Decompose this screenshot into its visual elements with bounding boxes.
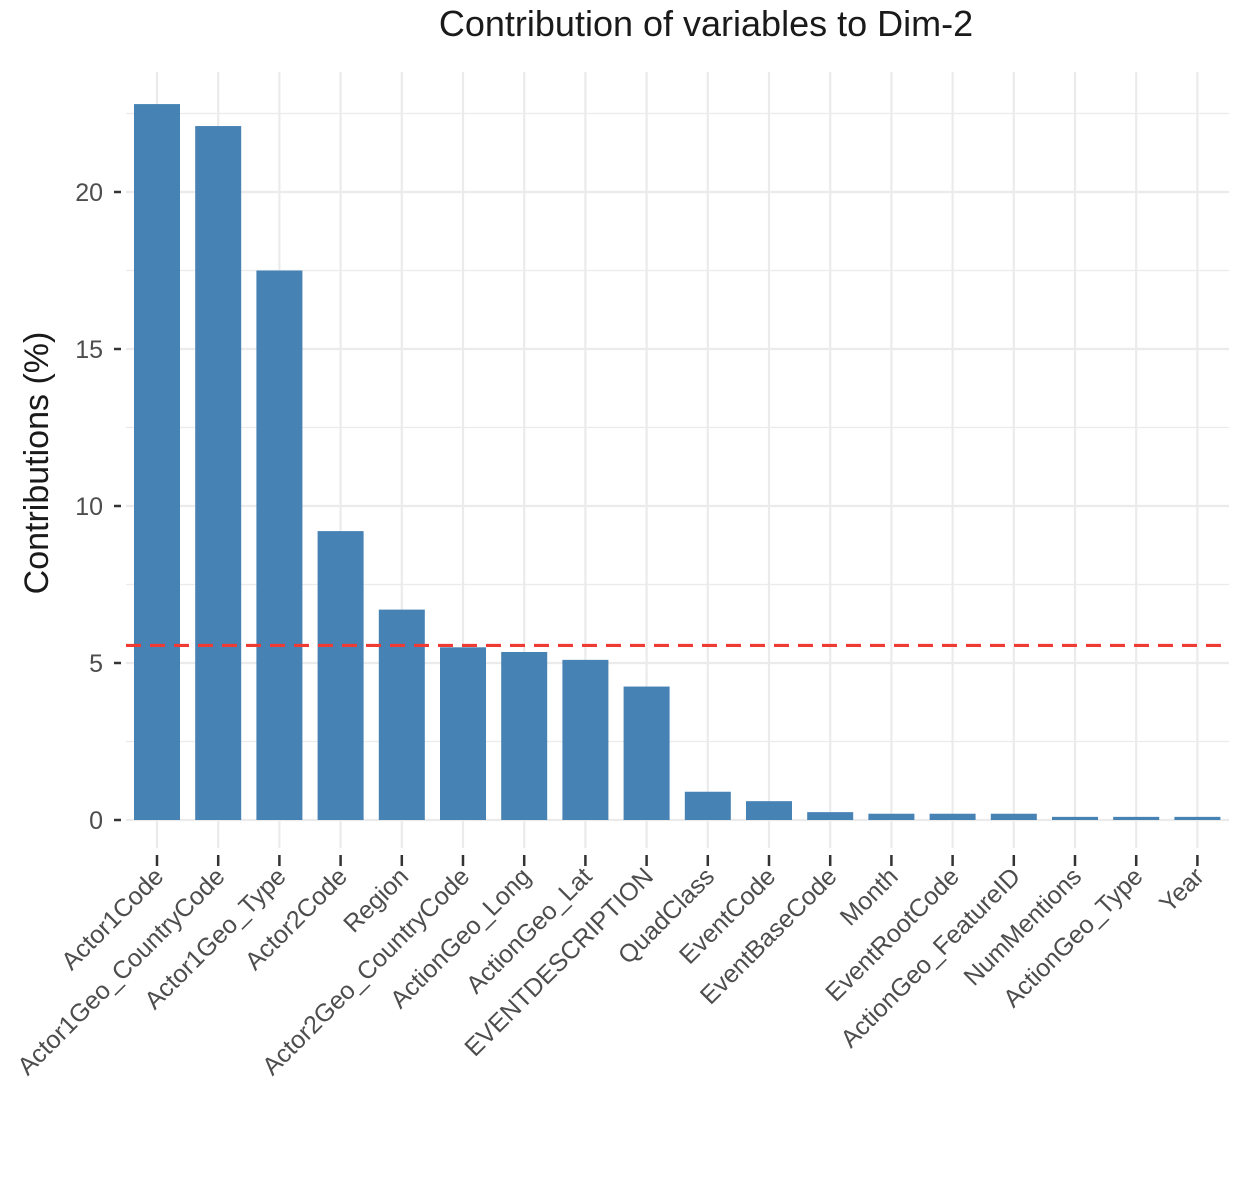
bar-Actor2Geo_CountryCode <box>440 647 486 820</box>
bar-NumMentions <box>1052 816 1098 820</box>
bar-EventRootCode <box>929 813 976 820</box>
bar-Month <box>868 813 915 820</box>
y-tick-label: 5 <box>89 650 103 678</box>
bar-Year <box>1174 816 1221 820</box>
bar-EventCode <box>746 801 792 820</box>
bar-EVENTDESCRIPTION <box>623 686 670 820</box>
y-tick-label: 20 <box>75 179 103 207</box>
bar-Actor2Code <box>317 531 364 820</box>
y-tick-label: 15 <box>75 336 103 364</box>
bar-Actor1Code <box>134 104 180 820</box>
y-axis-label: Contributions (%) <box>18 332 56 595</box>
y-tick-label: 0 <box>89 807 103 835</box>
chart-title: Contribution of variables to Dim-2 <box>439 3 973 44</box>
bar-Actor1Geo_Type <box>256 270 303 820</box>
bar-ActionGeo_FeatureID <box>990 813 1037 820</box>
bar-ActionGeo_Lat <box>562 659 609 820</box>
bar-layer <box>134 104 1221 820</box>
bar-EventBaseCode <box>807 812 854 820</box>
bar-ActionGeo_Type <box>1113 816 1160 820</box>
bar-Region <box>378 609 425 820</box>
bar-Actor1Geo_CountryCode <box>195 126 242 820</box>
y-tick-label: 10 <box>75 493 103 521</box>
bar-ActionGeo_Long <box>501 652 548 820</box>
bar-QuadClass <box>684 791 731 820</box>
